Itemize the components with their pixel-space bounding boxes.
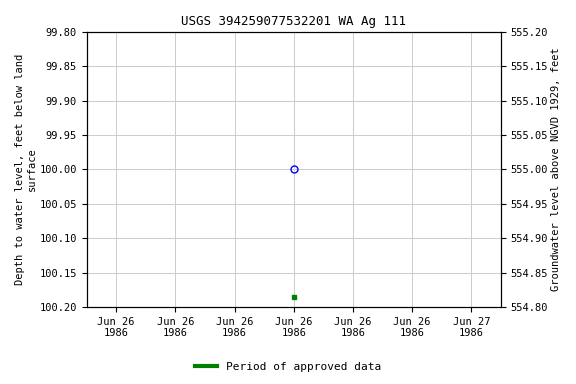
Y-axis label: Groundwater level above NGVD 1929, feet: Groundwater level above NGVD 1929, feet	[551, 48, 561, 291]
Title: USGS 394259077532201 WA Ag 111: USGS 394259077532201 WA Ag 111	[181, 15, 406, 28]
Legend: Period of approved data: Period of approved data	[191, 358, 385, 377]
Y-axis label: Depth to water level, feet below land
surface: Depth to water level, feet below land su…	[15, 54, 37, 285]
